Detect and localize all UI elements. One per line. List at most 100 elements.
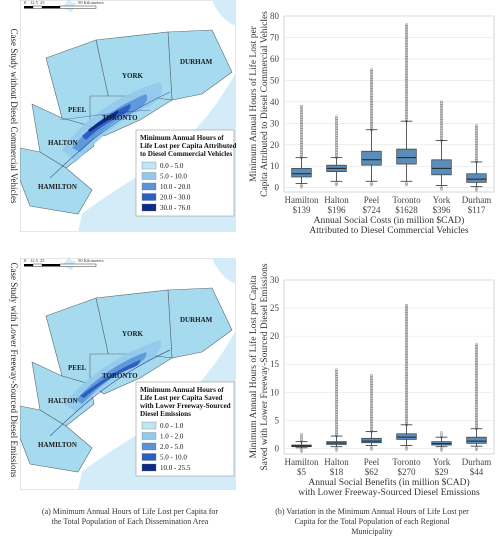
legend-swatch <box>141 182 157 191</box>
outlier-point <box>405 29 408 33</box>
outlier-point <box>405 90 408 93</box>
outlier-point <box>405 366 408 370</box>
outlier-point <box>405 320 408 323</box>
outlier-point <box>370 94 373 97</box>
outlier-point <box>405 448 408 451</box>
outlier-point <box>335 380 338 383</box>
outlier-point <box>475 420 478 424</box>
outlier-point <box>405 105 408 108</box>
y-tick-label: 0 <box>275 443 280 453</box>
outlier-point <box>370 420 373 423</box>
outlier-point <box>475 129 478 132</box>
outlier-point <box>405 307 408 310</box>
caption-a-line-1: (a) Minimum Annual Hours of Life Lost pe… <box>42 507 219 516</box>
outlier-point <box>405 47 408 51</box>
outlier-point <box>475 367 478 371</box>
outlier-point <box>300 149 303 153</box>
outlier-point <box>405 368 408 372</box>
outlier-point <box>405 379 408 383</box>
y-tick-label: 15 <box>270 359 280 369</box>
outlier-point <box>370 397 373 400</box>
outlier-point <box>475 408 478 411</box>
outlier-point <box>405 370 408 373</box>
outlier-point <box>370 448 373 451</box>
outlier-point <box>405 49 408 53</box>
outlier-point <box>405 51 408 54</box>
outlier-point <box>335 181 338 184</box>
outlier-point <box>440 108 443 112</box>
outlier-point <box>335 385 338 388</box>
outlier-point <box>475 372 478 375</box>
outlier-point <box>370 447 373 450</box>
outlier-point <box>335 127 338 131</box>
outlier-point <box>475 369 478 372</box>
outlier-point <box>405 445 408 449</box>
outlier-point <box>440 103 443 107</box>
outlier-point <box>440 100 443 104</box>
outlier-point <box>405 318 408 322</box>
outlier-point <box>440 125 443 129</box>
outlier-point <box>370 428 373 432</box>
outlier-point <box>370 418 373 422</box>
outlier-point <box>475 424 478 427</box>
outlier-point <box>370 73 373 76</box>
outlier-point <box>475 152 478 155</box>
outlier-point <box>405 383 408 386</box>
outlier-point <box>440 448 443 451</box>
x-tick-value: $29 <box>435 467 449 477</box>
intensity-zone-3 <box>80 360 141 398</box>
x-tick-value: $62 <box>365 467 379 477</box>
outlier-point <box>335 390 338 393</box>
outlier-point <box>475 139 478 142</box>
x-tick-label: Halton <box>324 457 349 467</box>
outlier-point <box>475 127 478 131</box>
outlier-point <box>405 100 408 103</box>
outlier-point <box>335 129 338 132</box>
outlier-point <box>300 433 303 436</box>
outlier-point <box>475 380 478 384</box>
outlier-point <box>475 404 478 408</box>
outlier-point <box>475 399 478 403</box>
outlier-point <box>405 381 408 385</box>
legend-title-line-4: Diesel Emissions <box>140 410 191 418</box>
outlier-point <box>300 133 303 136</box>
outlier-point <box>405 65 408 69</box>
outlier-point <box>370 426 373 430</box>
outlier-point <box>475 344 478 348</box>
outlier-point <box>475 354 478 358</box>
outlier-point <box>440 112 443 115</box>
outlier-point <box>475 124 478 127</box>
outlier-point <box>370 412 373 415</box>
outlier-point <box>335 418 338 421</box>
scale-label-1: 12.5 <box>30 258 39 263</box>
outlier-point <box>475 343 478 346</box>
outlier-point <box>405 101 408 105</box>
outlier-point <box>335 408 338 411</box>
outlier-point <box>335 146 338 149</box>
legend-item-label: 0.0 - 5.0 <box>160 162 184 170</box>
map-legend-top: Minimum Annual Hours of Life Lost per Ca… <box>135 129 236 217</box>
outlier-point <box>405 331 408 334</box>
x-tick-value: $139 <box>293 205 312 215</box>
outlier-point <box>300 109 303 113</box>
outlier-point <box>475 155 478 159</box>
outlier-point <box>475 386 478 390</box>
region-hamilton <box>20 405 93 473</box>
outlier-point <box>300 128 303 131</box>
x-tick-label: York <box>433 195 451 205</box>
outlier-point <box>405 28 408 31</box>
outlier-point <box>335 399 338 403</box>
legend-item-label: 20.0 - 30.0 <box>160 194 191 202</box>
outlier-point <box>370 184 373 187</box>
outlier-point <box>370 382 373 385</box>
outlier-point <box>475 398 478 401</box>
outlier-point <box>370 422 373 425</box>
outlier-point <box>370 91 373 94</box>
outlier-point <box>335 396 338 400</box>
region-label-halton: HALTON <box>48 397 78 405</box>
outlier-point <box>405 352 408 356</box>
outlier-point <box>370 79 373 83</box>
outlier-point <box>475 356 478 359</box>
scale-label-3: 50 Kilometers <box>78 258 104 263</box>
outlier-point <box>300 108 303 111</box>
